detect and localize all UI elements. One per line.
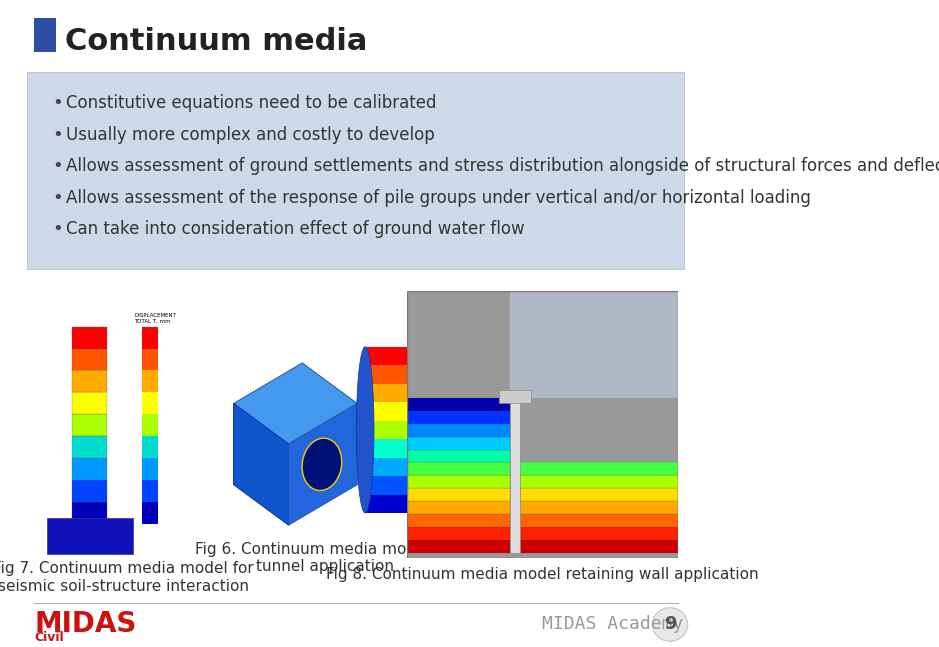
Text: Constitutive equations need to be calibrated: Constitutive equations need to be calibr… <box>66 94 437 112</box>
Text: MIDAS Academy: MIDAS Academy <box>542 615 684 633</box>
Text: Fig 8. Continuum media model retaining wall application: Fig 8. Continuum media model retaining w… <box>326 567 759 582</box>
FancyBboxPatch shape <box>27 72 685 269</box>
Text: Fig 6. Continuum media model for
tunnel application: Fig 6. Continuum media model for tunnel … <box>195 542 455 575</box>
Circle shape <box>653 608 687 641</box>
Text: Continuum media: Continuum media <box>65 27 367 56</box>
Text: •: • <box>53 189 63 207</box>
Text: Civil: Civil <box>34 631 64 644</box>
Text: Allows assessment of the response of pile groups under vertical and/or horizonta: Allows assessment of the response of pil… <box>66 189 810 207</box>
Text: MIDAS: MIDAS <box>34 611 136 639</box>
Text: 9: 9 <box>664 615 676 633</box>
Text: •: • <box>53 220 63 238</box>
Text: Usually more complex and costly to develop: Usually more complex and costly to devel… <box>66 126 435 144</box>
Text: Can take into consideration effect of ground water flow: Can take into consideration effect of gr… <box>66 220 525 238</box>
Text: •: • <box>53 126 63 144</box>
Text: •: • <box>53 94 63 112</box>
Text: Allows assessment of ground settlements and stress distribution alongside of str: Allows assessment of ground settlements … <box>66 157 939 175</box>
FancyBboxPatch shape <box>34 17 56 52</box>
Text: •: • <box>53 157 63 175</box>
Text: Fig 7. Continuum media model for
seismic soil-structure interaction: Fig 7. Continuum media model for seismic… <box>0 562 254 594</box>
